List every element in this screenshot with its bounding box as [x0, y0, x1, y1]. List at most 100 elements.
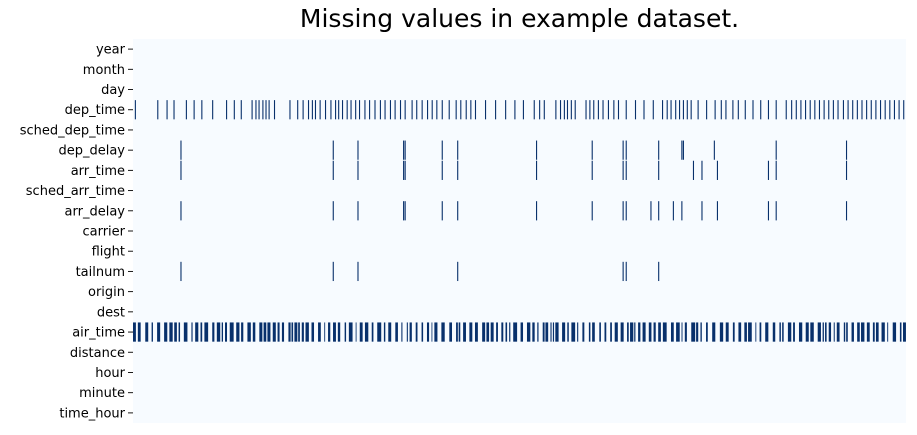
missing-cell-dep_time — [884, 100, 886, 120]
missing-cell-air_time — [537, 322, 539, 342]
missing-cell-dep_time — [505, 100, 507, 120]
missing-cell-arr_delay — [457, 201, 459, 221]
missing-cell-dep_time — [470, 100, 472, 120]
missing-cell-dep_time — [559, 100, 562, 120]
missing-cell-dep_delay — [403, 140, 405, 160]
missing-cell-dep_time — [752, 100, 754, 120]
missing-cell-tailnum — [180, 261, 182, 282]
missing-cell-air_time — [562, 322, 566, 342]
missing-cell-air_time — [798, 322, 803, 342]
missing-cell-air_time — [324, 322, 326, 342]
missing-cell-air_time — [843, 322, 846, 342]
missing-cell-dep_time — [436, 100, 438, 120]
missing-cell-dep_time — [690, 100, 692, 120]
missing-cell-dep_time — [625, 100, 627, 120]
missing-cell-dep_time — [364, 100, 366, 120]
missing-cell-dep_delay — [404, 140, 406, 160]
missing-cell-arr_delay — [622, 201, 624, 221]
missing-cell-dep_time — [832, 100, 834, 120]
missing-cell-arr_time — [180, 160, 182, 180]
missing-cell-dep_delay — [681, 140, 683, 160]
missing-cell-dep_time — [563, 100, 565, 120]
missing-cell-dep_time — [823, 100, 825, 120]
missing-cell-arr_time — [692, 160, 695, 180]
missing-cell-air_time — [501, 322, 504, 342]
missing-cell-air_time — [881, 322, 885, 342]
missing-cell-air_time — [627, 322, 629, 342]
y-tick-label-dep_time: dep_time — [65, 103, 125, 118]
missing-cell-air_time — [604, 322, 607, 342]
missing-cell-air_time — [291, 322, 294, 342]
missing-cell-dep_time — [399, 100, 402, 120]
missing-cell-air_time — [178, 322, 181, 342]
missing-cell-air_time — [469, 322, 473, 342]
y-tick-label-sched_arr_time: sched_arr_time — [26, 184, 125, 199]
missing-cell-air_time — [866, 322, 870, 342]
missing-cell-dep_time — [307, 100, 310, 120]
missing-cell-air_time — [348, 322, 353, 342]
missing-cell-dep_time — [495, 100, 497, 120]
missing-cell-dep_time — [652, 100, 654, 120]
missing-cell-dep_time — [809, 100, 811, 120]
missing-cell-air_time — [236, 322, 240, 342]
missing-cell-dep_time — [870, 100, 872, 120]
missing-cell-dep_time — [173, 100, 175, 120]
missing-cell-air_time — [263, 322, 267, 342]
missing-cell-air_time — [195, 322, 199, 342]
missing-cell-dep_time — [346, 100, 348, 120]
y-axis-ticks: year month day dep_time sched_dep_time dep_de… — [20, 43, 133, 421]
missing-cell-air_time — [748, 322, 752, 342]
missing-cell-arr_time — [658, 160, 660, 180]
missing-cell-dep_time — [589, 100, 591, 120]
chart-title: Missing values in example dataset. — [299, 4, 740, 33]
missing-cell-air_time — [571, 322, 576, 342]
missing-cell-dep_time — [324, 100, 327, 120]
missing-cell-dep_time — [760, 100, 762, 120]
missing-cell-air_time — [298, 322, 300, 342]
missing-cell-air_time — [200, 322, 203, 342]
missing-cell-dep_time — [314, 100, 317, 120]
missing-cell-air_time — [817, 322, 821, 342]
missing-cell-dep_time — [533, 100, 535, 120]
missing-cell-dep_time — [384, 100, 386, 120]
missing-cell-dep_time — [134, 100, 136, 120]
missing-cell-dep_time — [875, 100, 877, 120]
missing-cell-dep_time — [791, 100, 793, 120]
missing-cell-dep_time — [455, 100, 457, 120]
missing-cell-air_time — [463, 322, 466, 342]
missing-cell-air_time — [395, 322, 398, 342]
missing-cell-arr_time — [625, 160, 627, 180]
missing-cell-arr_delay — [332, 201, 334, 221]
missing-cell-arr_delay — [658, 201, 660, 221]
y-tick-label-time_hour: time_hour — [59, 406, 125, 421]
y-tick-label-arr_time: arr_time — [71, 164, 125, 179]
y-tick-label-origin: origin — [88, 285, 125, 300]
missing-cell-air_time — [653, 322, 656, 342]
missing-cell-air_time — [421, 322, 424, 342]
missing-cell-dep_time — [448, 100, 450, 120]
missing-cell-dep_time — [861, 100, 863, 120]
missing-cell-dep_time — [856, 100, 858, 120]
missing-cell-air_time — [513, 322, 518, 342]
missing-cell-dep_time — [460, 100, 462, 120]
missing-cell-dep_time — [404, 100, 406, 120]
missing-cell-air_time — [426, 322, 430, 342]
missing-cell-dep_time — [431, 100, 433, 120]
missing-cell-air_time — [872, 322, 875, 342]
missing-cell-air_time — [782, 322, 784, 342]
missing-cell-arr_time — [591, 160, 593, 180]
missing-cell-dep_time — [675, 100, 677, 120]
missing-cell-dep_time — [262, 100, 264, 120]
missing-cell-dep_time — [255, 100, 257, 120]
missing-cell-air_time — [482, 322, 486, 342]
missing-cell-dep_time — [805, 100, 807, 120]
missing-cell-dep_time — [379, 100, 381, 120]
missing-cell-dep_time — [514, 100, 516, 120]
missing-cell-dep_time — [837, 100, 839, 120]
missing-cell-air_time — [371, 322, 374, 342]
missing-cell-air_time — [670, 322, 674, 342]
missing-cell-dep_time — [706, 100, 708, 120]
missing-cell-dep_time — [607, 100, 609, 120]
missing-cell-arr_delay — [775, 201, 777, 221]
missing-cell-arr_delay — [672, 201, 674, 221]
